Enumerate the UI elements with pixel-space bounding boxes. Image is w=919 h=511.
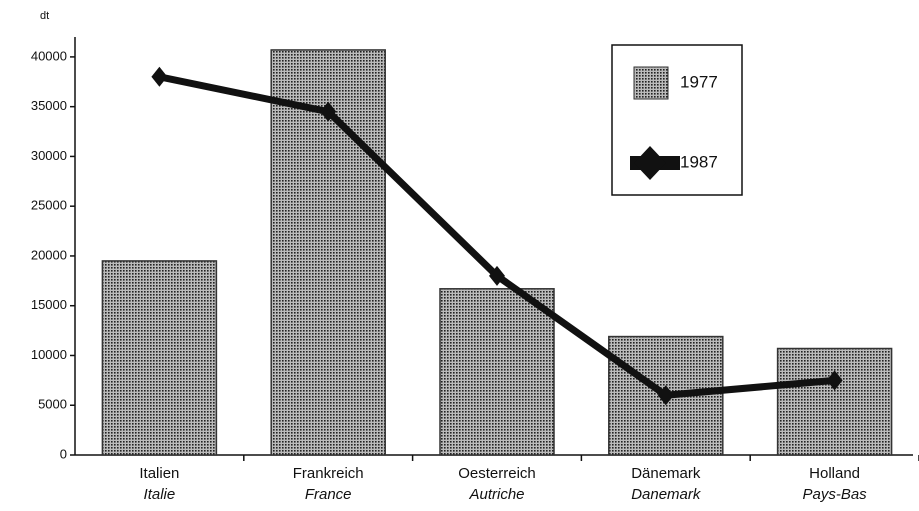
point [826,370,843,391]
x-tick-label: Holland [809,465,860,482]
x-tick-label: Frankreich [293,465,364,482]
y-tick-label: 35000 [31,98,67,113]
point [151,66,168,87]
legend-marker [634,146,666,180]
x-tick-sublabel: Italie [144,486,176,503]
x-tick-sublabel: Autriche [468,486,524,503]
point [657,385,674,406]
y-tick-label: 30000 [31,148,67,163]
x-tick-sublabel: France [305,486,352,503]
y-tick-label: 15000 [31,297,67,312]
x-tick-sublabel: Pays-Bas [802,486,867,503]
x-tick-sublabel: Danemark [631,486,702,503]
bar [776,347,893,456]
x-tick-label: Dänemark [631,465,701,482]
bar [439,288,555,456]
point [489,265,505,286]
y-axis-label: dt [40,10,49,22]
legend-label: 1987 [680,152,718,171]
x-tick-label: Oesterreich [458,465,536,482]
legend-box [611,44,743,196]
legend-swatch [633,66,669,100]
x-tick-label: Italien [139,465,179,482]
legend-label: 1977 [680,72,718,91]
y-tick-label: 20000 [31,247,67,262]
y-tick-label: 10000 [31,347,67,362]
y-tick-label: 40000 [31,48,67,63]
y-tick-label: 25000 [31,198,67,213]
point [320,101,337,122]
y-tick-label: 5000 [38,397,67,412]
y-tick-label: 0 [60,446,67,461]
bar [101,260,218,456]
